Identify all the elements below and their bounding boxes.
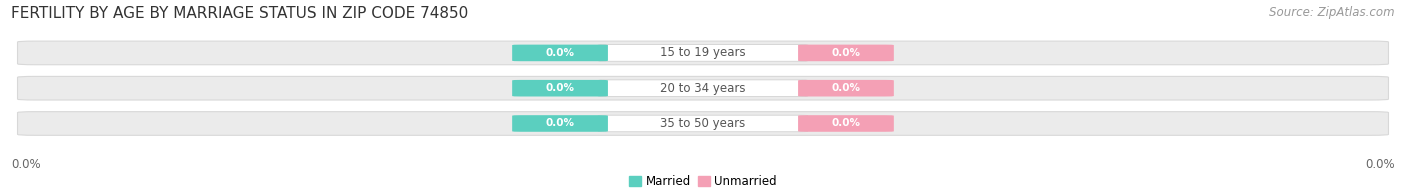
FancyBboxPatch shape (17, 41, 1389, 65)
Text: 20 to 34 years: 20 to 34 years (661, 82, 745, 95)
Text: 0.0%: 0.0% (11, 158, 41, 171)
Text: 35 to 50 years: 35 to 50 years (661, 117, 745, 130)
Text: 0.0%: 0.0% (831, 48, 860, 58)
FancyBboxPatch shape (599, 115, 807, 132)
Legend: Married, Unmarried: Married, Unmarried (627, 172, 779, 190)
FancyBboxPatch shape (17, 112, 1389, 135)
FancyBboxPatch shape (599, 80, 807, 96)
Text: 15 to 19 years: 15 to 19 years (661, 46, 745, 59)
FancyBboxPatch shape (512, 80, 607, 96)
FancyBboxPatch shape (512, 115, 607, 132)
Text: Source: ZipAtlas.com: Source: ZipAtlas.com (1270, 6, 1395, 19)
FancyBboxPatch shape (799, 80, 894, 96)
FancyBboxPatch shape (799, 115, 894, 132)
Text: 0.0%: 0.0% (546, 83, 575, 93)
Text: 0.0%: 0.0% (831, 83, 860, 93)
Text: 0.0%: 0.0% (546, 48, 575, 58)
FancyBboxPatch shape (599, 45, 807, 61)
FancyBboxPatch shape (512, 45, 607, 61)
Text: 0.0%: 0.0% (831, 118, 860, 129)
FancyBboxPatch shape (799, 45, 894, 61)
Text: 0.0%: 0.0% (546, 118, 575, 129)
Text: FERTILITY BY AGE BY MARRIAGE STATUS IN ZIP CODE 74850: FERTILITY BY AGE BY MARRIAGE STATUS IN Z… (11, 6, 468, 21)
FancyBboxPatch shape (17, 76, 1389, 100)
Text: 0.0%: 0.0% (1365, 158, 1395, 171)
